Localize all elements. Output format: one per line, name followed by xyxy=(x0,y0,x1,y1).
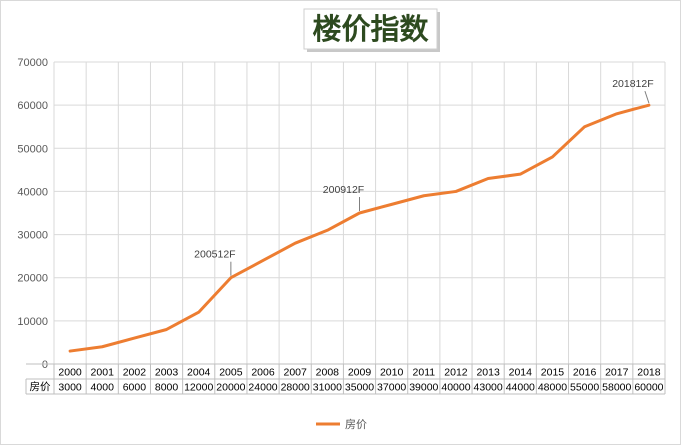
x-tick-label: 2013 xyxy=(476,367,500,379)
series-line-房价 xyxy=(68,103,651,353)
table-value: 39000 xyxy=(409,382,438,394)
table-value: 58000 xyxy=(602,382,631,394)
table-value: 60000 xyxy=(634,382,663,394)
x-tick-label: 2005 xyxy=(219,367,243,379)
table-value: 44000 xyxy=(506,382,535,394)
x-tick-label: 2015 xyxy=(541,367,565,379)
y-tick-label: 10000 xyxy=(17,316,48,328)
annotation-leader xyxy=(644,90,650,104)
x-tick-label: 2007 xyxy=(284,367,308,379)
table-value: 37000 xyxy=(377,382,406,394)
data-table: 房价 2000 3000 2001 4000 2002 6000 2003 8000 2004 12… xyxy=(25,363,666,395)
table-value: 48000 xyxy=(538,382,567,394)
table-value: 4000 xyxy=(91,382,115,394)
x-tick-label: 2017 xyxy=(605,367,629,379)
annotation-label: 200912F xyxy=(323,184,364,196)
table-value: 31000 xyxy=(313,382,342,394)
annotation-label: 200512F xyxy=(194,249,235,261)
x-tick-label: 2018 xyxy=(637,367,661,379)
y-tick-label: 40000 xyxy=(17,186,48,198)
x-tick-label: 2012 xyxy=(444,367,468,379)
x-tick-label: 2008 xyxy=(316,367,340,379)
plot-area: 200512F 200912F 201812F xyxy=(68,78,654,353)
y-tick-label: 50000 xyxy=(17,143,48,155)
x-tick-label: 2001 xyxy=(91,367,115,379)
x-tick-label: 2014 xyxy=(509,367,533,379)
y-tick-label: 70000 xyxy=(17,57,48,69)
legend-label: 房价 xyxy=(345,418,367,431)
table-value: 12000 xyxy=(184,382,213,394)
y-tick-label: 20000 xyxy=(17,273,48,285)
x-tick-label: 2006 xyxy=(251,367,275,379)
table-row-label: 房价 xyxy=(30,380,51,393)
x-tick-label: 2002 xyxy=(123,367,147,379)
y-axis: 0 10000 20000 30000 40000 50000 60000 70000 xyxy=(17,57,48,371)
table-value: 3000 xyxy=(58,382,82,394)
x-tick-label: 2004 xyxy=(187,367,211,379)
x-tick-label: 2000 xyxy=(58,367,82,379)
table-value: 6000 xyxy=(123,382,147,394)
title-box xyxy=(303,8,438,50)
legend: 房价 xyxy=(316,418,367,431)
table-value: 35000 xyxy=(345,382,374,394)
y-tick-label: 30000 xyxy=(17,230,48,242)
annotation-label: 201812F xyxy=(612,78,653,90)
table-value: 8000 xyxy=(155,382,179,394)
table-value: 43000 xyxy=(474,382,503,394)
table-value: 55000 xyxy=(570,382,599,394)
x-tick-label: 2016 xyxy=(573,367,597,379)
x-tick-label: 2010 xyxy=(380,367,404,379)
y-tick-label: 0 xyxy=(42,359,48,371)
table-value: 40000 xyxy=(441,382,470,394)
x-tick-label: 2009 xyxy=(348,367,372,379)
table-value: 20000 xyxy=(216,382,245,394)
x-tick-label: 2011 xyxy=(413,367,436,379)
y-tick-label: 60000 xyxy=(17,100,48,112)
table-value: 24000 xyxy=(248,382,277,394)
chart-title: 楼价指数 xyxy=(312,12,429,46)
x-tick-label: 2003 xyxy=(155,367,179,379)
table-value: 28000 xyxy=(281,382,310,394)
